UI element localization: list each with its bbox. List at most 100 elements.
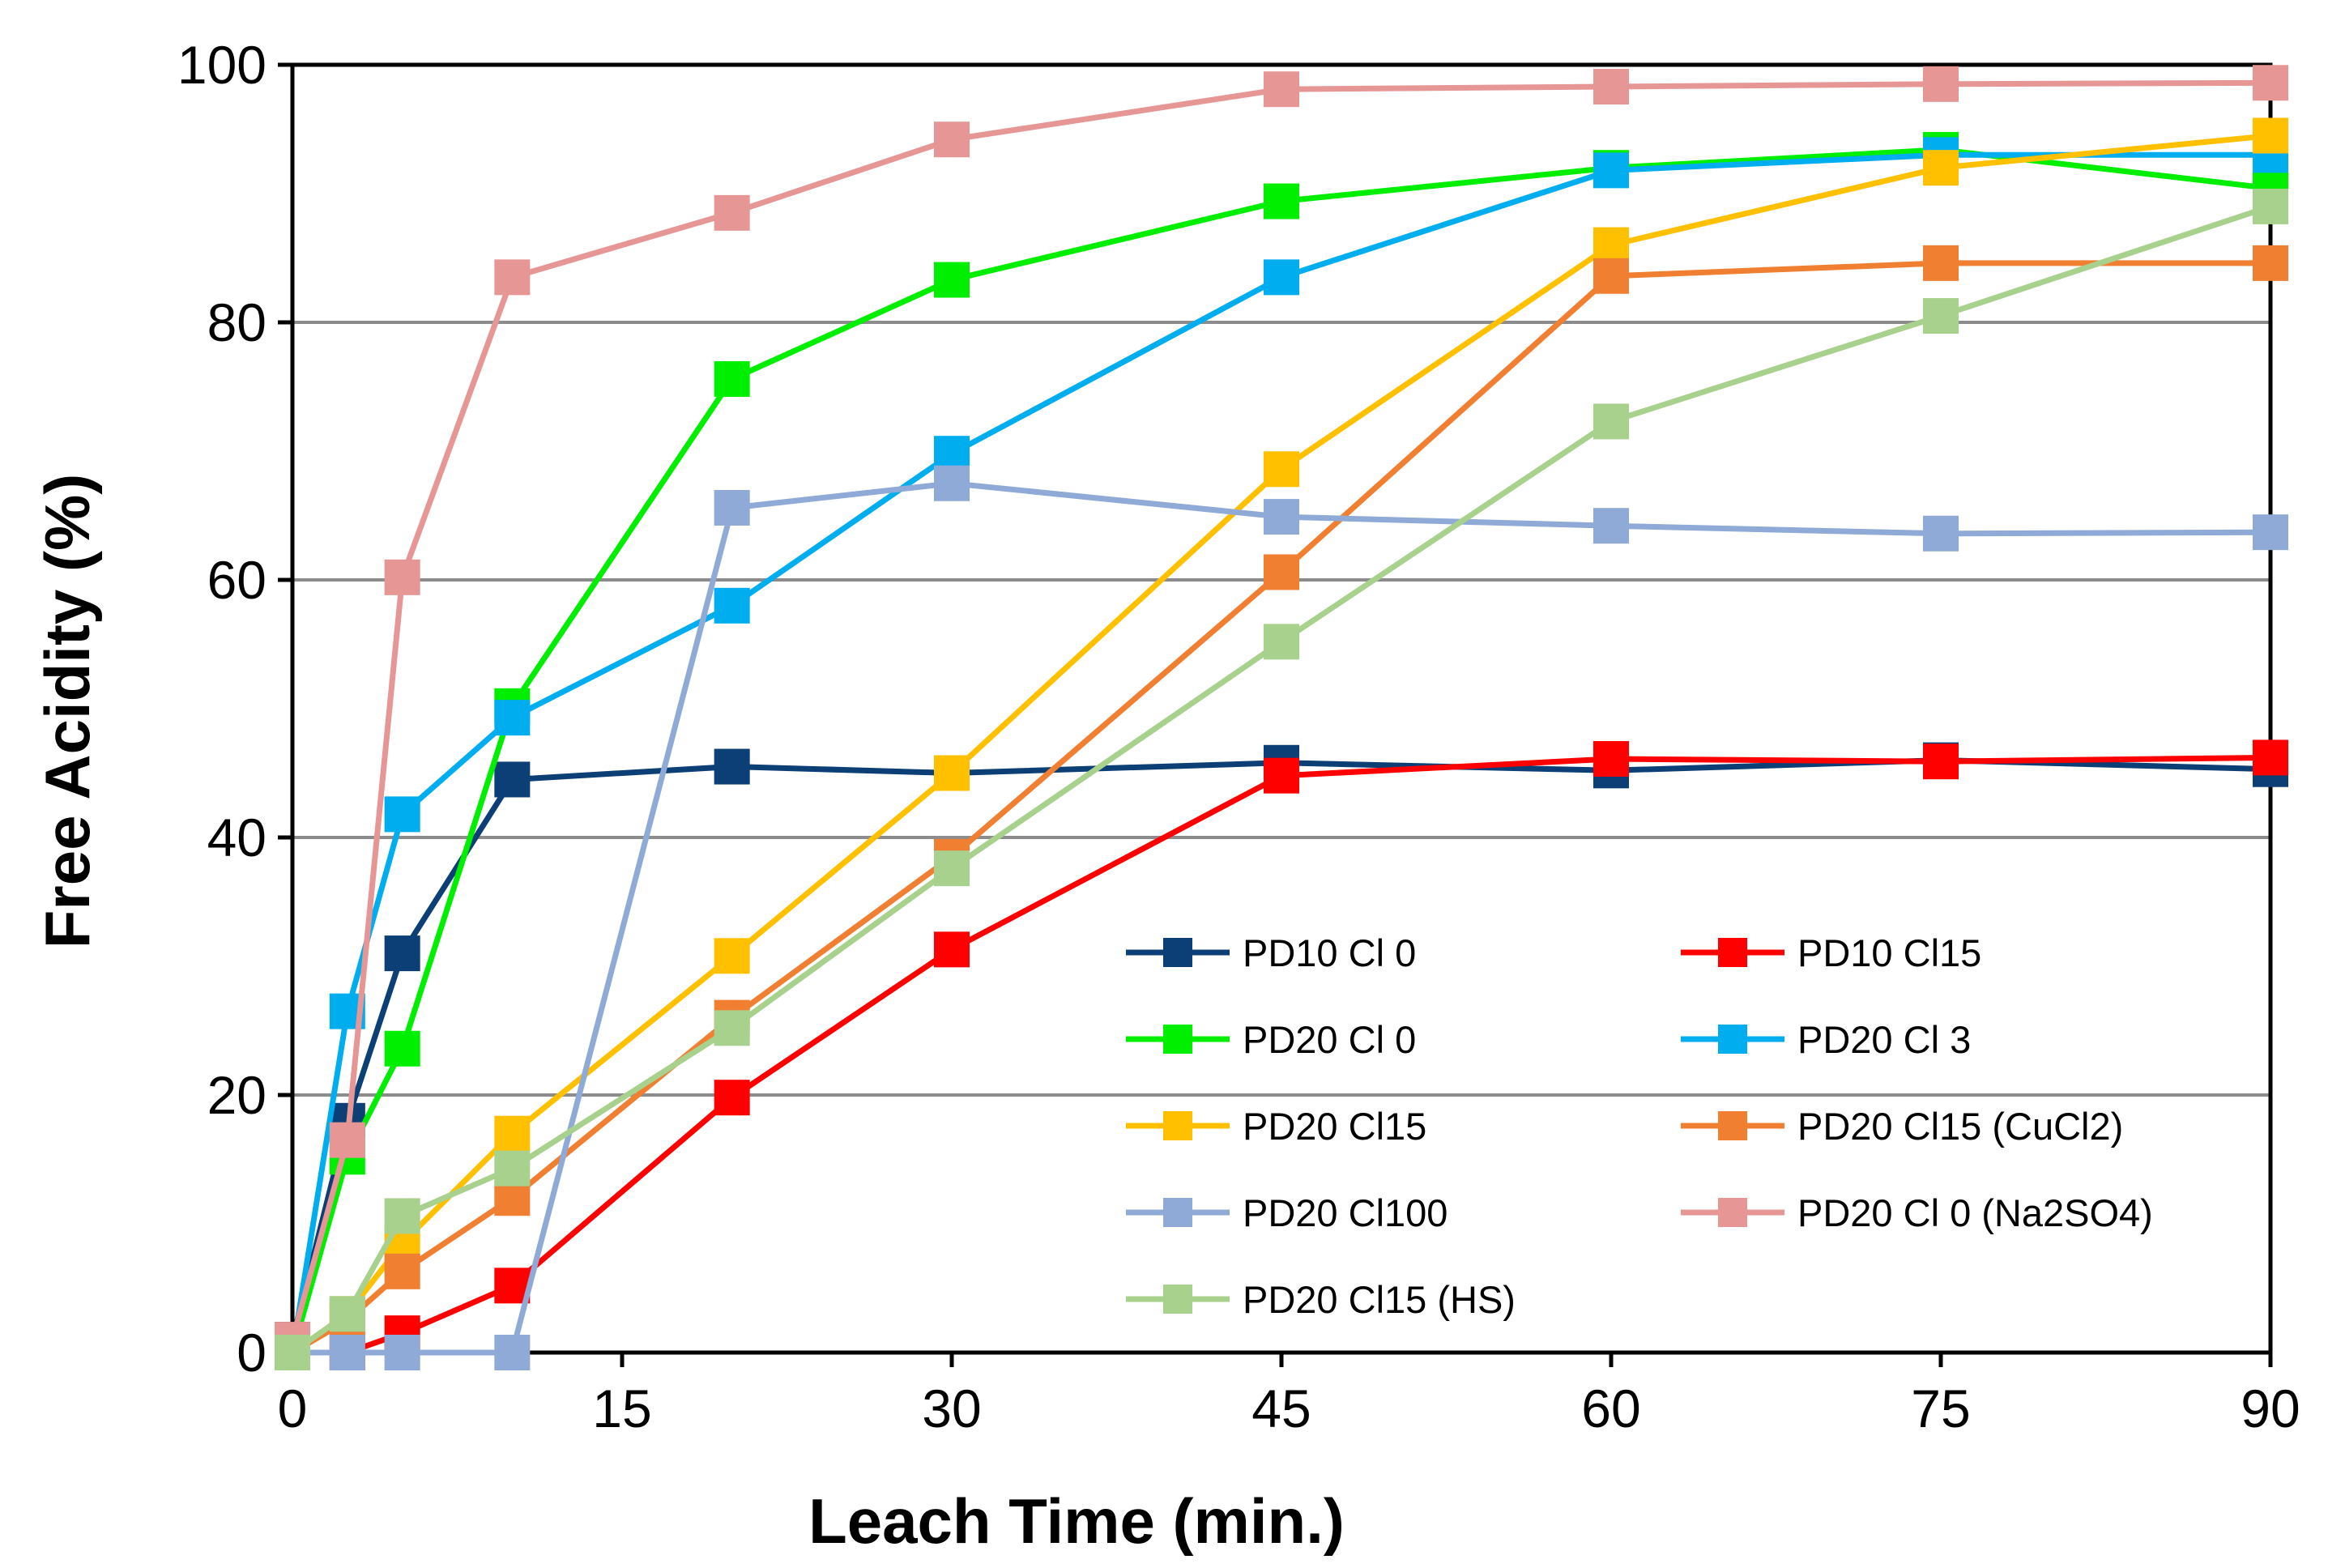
x-tick-label-1: 15 (592, 1378, 651, 1438)
data-point-1-7 (1593, 741, 1629, 778)
data-point-0-4 (714, 748, 750, 785)
data-point-7-2 (384, 559, 420, 595)
data-point-1-6 (1264, 757, 1299, 794)
data-point-3-6 (1264, 259, 1299, 296)
data-point-0-2 (384, 935, 420, 972)
data-point-2-2 (384, 1030, 420, 1067)
data-point-4-4 (714, 938, 750, 974)
data-point-4-8 (1923, 150, 1959, 186)
series-line-5 (291, 260, 2270, 1356)
data-point-5-8 (1923, 245, 1959, 281)
x-tick-label-6: 90 (2241, 1378, 2300, 1438)
data-point-7-7 (1593, 69, 1629, 105)
legend-entry-6: PD20 Cl100 (1126, 1191, 1448, 1234)
series-line-4 (290, 133, 2271, 1355)
data-point-0-3 (494, 761, 531, 798)
data-point-6-1 (329, 1335, 365, 1370)
legend-entry-3: PD20 Cl 3 (1681, 1018, 1971, 1061)
data-point-7-8 (1923, 66, 1959, 102)
data-point-1-4 (714, 1080, 750, 1116)
data-point-8-7 (1593, 403, 1629, 440)
legend-label-5: PD20 Cl15 (CuCl2) (1797, 1105, 2123, 1148)
y-tick-label-1: 20 (207, 1065, 266, 1125)
data-point-1-5 (934, 931, 970, 968)
y-tick-label-2: 40 (207, 807, 266, 867)
axes: 0 20 40 60 80 100 0 15 30 45 60 75 90 (177, 35, 2300, 1438)
legend-label-7: PD20 Cl 0 (Na2SO4) (1797, 1191, 2153, 1234)
data-point-8-9 (2253, 188, 2288, 224)
x-tick-label-5: 75 (1911, 1378, 1970, 1438)
data-point-7-1 (329, 1122, 365, 1158)
data-point-8-0 (275, 1335, 310, 1370)
series-8 (275, 188, 2288, 1370)
y-tick-label-4: 80 (207, 292, 266, 352)
legend-label-2: PD20 Cl 0 (1243, 1018, 1416, 1061)
data-point-4-9 (2253, 117, 2288, 154)
data-point-6-4 (714, 489, 750, 526)
data-point-8-2 (384, 1198, 420, 1234)
x-tick-label-0: 0 (278, 1378, 308, 1438)
data-point-4-7 (1593, 227, 1629, 263)
legend-swatch-marker-8 (1163, 1285, 1192, 1314)
data-point-6-2 (384, 1335, 420, 1370)
data-point-8-8 (1923, 298, 1959, 334)
y-tick-label-0: 0 (237, 1323, 266, 1383)
data-point-5-2 (384, 1253, 420, 1289)
data-point-5-7 (1593, 258, 1629, 294)
legend-label-3: PD20 Cl 3 (1797, 1018, 1971, 1061)
legend-entry-7: PD20 Cl 0 (Na2SO4) (1681, 1191, 2153, 1234)
series-line-6 (292, 480, 2271, 1356)
legend: PD10 Cl 0 PD10 Cl15 PD20 Cl 0 PD20 Cl 3 PD20… (1126, 931, 2153, 1321)
data-point-8-4 (714, 1010, 750, 1046)
y-tick-label-3: 60 (207, 550, 266, 610)
data-point-7-5 (934, 121, 970, 158)
data-point-3-2 (384, 796, 420, 833)
legend-label-6: PD20 Cl100 (1243, 1191, 1448, 1234)
series-line-8 (290, 203, 2272, 1355)
data-point-3-3 (494, 700, 531, 736)
series-line-1 (292, 754, 2271, 1356)
legend-swatch-marker-1 (1718, 938, 1747, 967)
x-axis-title: Leach Time (min.) (808, 1485, 1345, 1557)
legend-entry-5: PD20 Cl15 (CuCl2) (1681, 1105, 2123, 1148)
legend-entry-0: PD10 Cl 0 (1126, 931, 1416, 974)
data-point-8-6 (1264, 624, 1299, 660)
series-line-7 (289, 79, 2271, 1341)
data-point-4-3 (494, 1115, 531, 1152)
data-point-2-6 (1264, 183, 1299, 219)
data-point-6-3 (494, 1335, 531, 1370)
legend-entry-8: PD20 Cl15 (HS) (1126, 1278, 1516, 1321)
legend-swatch-marker-2 (1163, 1025, 1192, 1054)
y-tick-label-5: 100 (177, 35, 266, 95)
legend-label-1: PD10 Cl15 (1797, 931, 1981, 974)
data-point-7-6 (1264, 71, 1299, 108)
data-point-7-4 (714, 194, 750, 231)
data-point-1-9 (2253, 739, 2288, 776)
data-point-8-3 (494, 1150, 531, 1187)
series-line-3 (289, 151, 2270, 1353)
data-point-5-6 (1264, 554, 1299, 590)
data-point-8-1 (329, 1296, 365, 1332)
legend-swatch-marker-0 (1163, 938, 1192, 967)
legend-entry-4: PD20 Cl15 (1126, 1105, 1426, 1148)
data-point-6-7 (1593, 508, 1629, 544)
data-point-3-7 (1593, 152, 1629, 189)
data-point-6-9 (2253, 514, 2288, 551)
series-line-2 (289, 147, 2271, 1353)
legend-label-4: PD20 Cl15 (1243, 1105, 1426, 1148)
data-point-6-8 (1923, 515, 1959, 552)
data-point-4-5 (934, 755, 970, 791)
y-axis-title: Free Acidity (%) (32, 474, 103, 949)
data-point-1-8 (1923, 744, 1959, 780)
data-point-4-6 (1264, 451, 1299, 488)
series-group (275, 65, 2288, 1370)
data-point-6-6 (1264, 499, 1299, 535)
data-point-2-5 (934, 262, 970, 298)
series-3 (275, 137, 2288, 1370)
data-point-3-4 (714, 587, 750, 624)
legend-swatch-marker-5 (1718, 1111, 1747, 1140)
data-point-2-4 (714, 360, 750, 397)
x-tick-label-4: 60 (1581, 1378, 1640, 1438)
